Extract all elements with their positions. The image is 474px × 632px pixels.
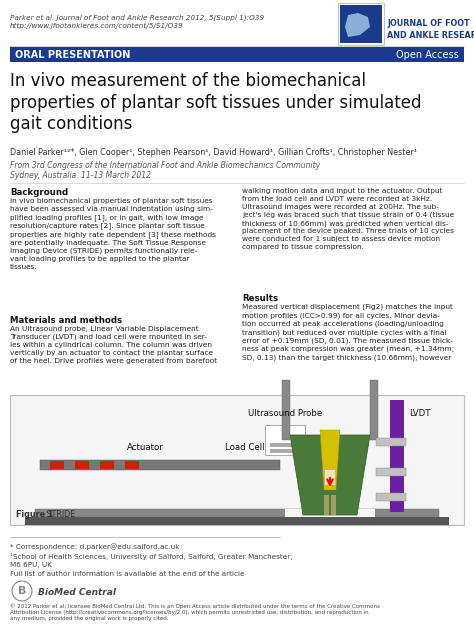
Circle shape: [12, 581, 32, 601]
Text: In vivo measurement of the biomechanical
properties of plantar soft tissues unde: In vivo measurement of the biomechanical…: [10, 72, 421, 133]
Bar: [331, 495, 336, 515]
Bar: [100, 461, 114, 469]
FancyBboxPatch shape: [10, 395, 464, 525]
Bar: [376, 468, 406, 476]
Text: © 2012 Parker et al; licensee BioMed Central Ltd. This is an Open Access article: © 2012 Parker et al; licensee BioMed Cen…: [10, 603, 380, 621]
Bar: [376, 493, 406, 501]
Text: http://www.jfootankleres.com/content/5/S1/O39: http://www.jfootankleres.com/content/5/S…: [10, 23, 183, 29]
Text: M6 6PU, UK: M6 6PU, UK: [10, 562, 52, 568]
Bar: [285, 509, 375, 517]
Bar: [40, 460, 280, 470]
Bar: [25, 517, 449, 525]
Text: B: B: [18, 586, 26, 596]
Text: Load Cell: Load Cell: [225, 443, 265, 452]
Text: walking motion data and input to the actuator. Output
from the load cell and LVD: walking motion data and input to the act…: [242, 188, 454, 250]
Text: In vivo biomechanical properties of plantar soft tissues
have been assessed via : In vivo biomechanical properties of plan…: [10, 198, 216, 270]
Text: An Ultrasound probe, Linear Variable Displacement
Transducer (LVDT) and load cel: An Ultrasound probe, Linear Variable Dis…: [10, 326, 217, 364]
Bar: [338, 3, 384, 45]
Text: LVDT: LVDT: [409, 409, 431, 418]
Text: Open Access: Open Access: [396, 51, 459, 61]
Text: Parker et al. Journal of Foot and Ankle Research 2012, 5(Suppl 1):O39: Parker et al. Journal of Foot and Ankle …: [10, 14, 264, 21]
Bar: [265, 425, 305, 455]
Text: Daniel Parker¹²*, Glen Cooper¹, Stephen Pearson¹, David Howard¹, Gillian Crofts¹: Daniel Parker¹²*, Glen Cooper¹, Stephen …: [10, 148, 417, 157]
Bar: [325, 470, 335, 485]
Text: * Correspondence: d.parker@edu.salford.ac.uk: * Correspondence: d.parker@edu.salford.a…: [10, 543, 180, 550]
Bar: [10, 47, 464, 62]
Text: STRIDE: STRIDE: [44, 510, 75, 519]
Bar: [370, 380, 378, 440]
Text: JOURNAL OF FOOT
AND ANKLE RESEARCH: JOURNAL OF FOOT AND ANKLE RESEARCH: [387, 19, 474, 40]
Polygon shape: [345, 13, 370, 37]
Polygon shape: [290, 435, 370, 515]
Bar: [324, 495, 329, 515]
Bar: [376, 438, 406, 446]
Bar: [270, 449, 298, 453]
Text: Ultrasound Probe: Ultrasound Probe: [248, 409, 322, 418]
Polygon shape: [320, 430, 340, 490]
Text: ORAL PRESENTATION: ORAL PRESENTATION: [15, 51, 130, 61]
Text: Background: Background: [10, 188, 68, 197]
Text: Results: Results: [242, 294, 278, 303]
Text: BioMed Central: BioMed Central: [38, 588, 116, 597]
Text: Figure 1: Figure 1: [16, 510, 54, 519]
Text: ¹School of Health Sciences, University of Salford, Salford, Greater Manchester,: ¹School of Health Sciences, University o…: [10, 553, 292, 560]
Text: Actuator: Actuator: [127, 443, 164, 452]
Bar: [282, 380, 290, 440]
Text: Measured vertical displacement (Fig2) matches the input
motion profiles (ICC>0.9: Measured vertical displacement (Fig2) ma…: [242, 304, 454, 361]
Text: Materials and methods: Materials and methods: [10, 316, 122, 325]
Bar: [270, 443, 298, 447]
Bar: [50, 461, 64, 469]
Text: Sydney, Australia. 11-13 March 2012: Sydney, Australia. 11-13 March 2012: [10, 171, 151, 180]
Bar: [75, 461, 89, 469]
Bar: [390, 400, 404, 512]
Text: From 3rd Congress of the International Foot and Ankle Biomechanics Community: From 3rd Congress of the International F…: [10, 161, 320, 170]
Text: Full list of author information is available at the end of the article: Full list of author information is avail…: [10, 571, 245, 577]
Bar: [340, 5, 382, 43]
Bar: [125, 461, 139, 469]
Bar: [35, 509, 439, 517]
